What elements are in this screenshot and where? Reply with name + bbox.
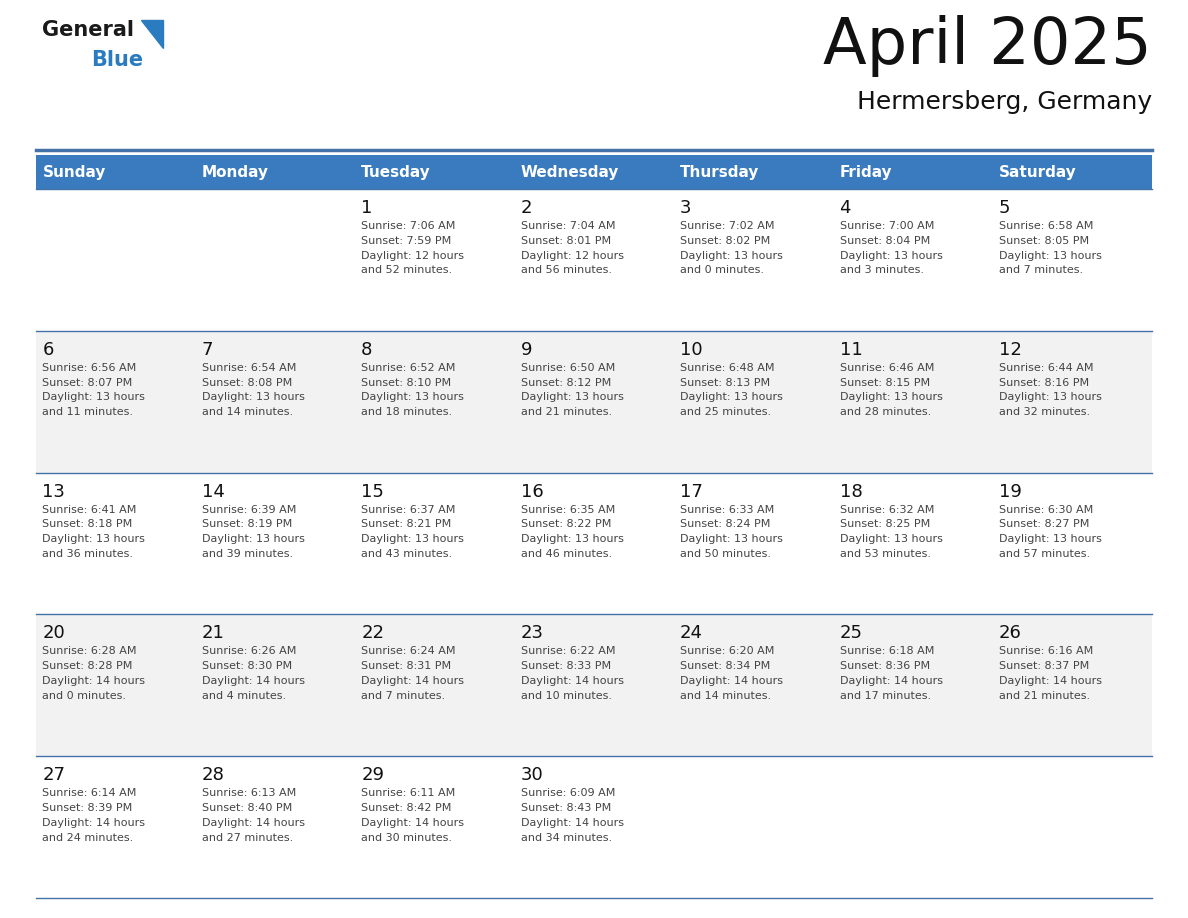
Text: Sunrise: 6:20 AM
Sunset: 8:34 PM
Daylight: 14 hours
and 14 minutes.: Sunrise: 6:20 AM Sunset: 8:34 PM Dayligh… bbox=[680, 646, 783, 700]
Text: April 2025: April 2025 bbox=[823, 15, 1152, 77]
Text: 4: 4 bbox=[840, 199, 851, 217]
Text: Sunrise: 6:52 AM
Sunset: 8:10 PM
Daylight: 13 hours
and 18 minutes.: Sunrise: 6:52 AM Sunset: 8:10 PM Dayligh… bbox=[361, 363, 465, 417]
Text: Sunrise: 6:33 AM
Sunset: 8:24 PM
Daylight: 13 hours
and 50 minutes.: Sunrise: 6:33 AM Sunset: 8:24 PM Dayligh… bbox=[680, 505, 783, 559]
Text: 19: 19 bbox=[999, 483, 1022, 500]
Text: Sunrise: 6:09 AM
Sunset: 8:43 PM
Daylight: 14 hours
and 34 minutes.: Sunrise: 6:09 AM Sunset: 8:43 PM Dayligh… bbox=[520, 789, 624, 843]
Text: Sunrise: 7:04 AM
Sunset: 8:01 PM
Daylight: 12 hours
and 56 minutes.: Sunrise: 7:04 AM Sunset: 8:01 PM Dayligh… bbox=[520, 221, 624, 275]
Text: 12: 12 bbox=[999, 341, 1022, 359]
Polygon shape bbox=[141, 20, 163, 48]
Text: Sunrise: 6:44 AM
Sunset: 8:16 PM
Daylight: 13 hours
and 32 minutes.: Sunrise: 6:44 AM Sunset: 8:16 PM Dayligh… bbox=[999, 363, 1101, 417]
Text: Monday: Monday bbox=[202, 164, 268, 180]
Text: Sunrise: 7:06 AM
Sunset: 7:59 PM
Daylight: 12 hours
and 52 minutes.: Sunrise: 7:06 AM Sunset: 7:59 PM Dayligh… bbox=[361, 221, 465, 275]
Text: Hermersberg, Germany: Hermersberg, Germany bbox=[857, 90, 1152, 114]
Text: 11: 11 bbox=[840, 341, 862, 359]
Text: Sunrise: 6:14 AM
Sunset: 8:39 PM
Daylight: 14 hours
and 24 minutes.: Sunrise: 6:14 AM Sunset: 8:39 PM Dayligh… bbox=[43, 789, 145, 843]
Text: 5: 5 bbox=[999, 199, 1011, 217]
Text: Sunrise: 6:39 AM
Sunset: 8:19 PM
Daylight: 13 hours
and 39 minutes.: Sunrise: 6:39 AM Sunset: 8:19 PM Dayligh… bbox=[202, 505, 304, 559]
Text: Sunrise: 6:41 AM
Sunset: 8:18 PM
Daylight: 13 hours
and 36 minutes.: Sunrise: 6:41 AM Sunset: 8:18 PM Dayligh… bbox=[43, 505, 145, 559]
Text: General: General bbox=[42, 20, 134, 40]
Text: Sunrise: 6:24 AM
Sunset: 8:31 PM
Daylight: 14 hours
and 7 minutes.: Sunrise: 6:24 AM Sunset: 8:31 PM Dayligh… bbox=[361, 646, 465, 700]
Bar bbox=[36, 756, 1152, 898]
Text: 18: 18 bbox=[840, 483, 862, 500]
Text: Sunrise: 6:48 AM
Sunset: 8:13 PM
Daylight: 13 hours
and 25 minutes.: Sunrise: 6:48 AM Sunset: 8:13 PM Dayligh… bbox=[680, 363, 783, 417]
Bar bbox=[36, 155, 1152, 189]
Text: 28: 28 bbox=[202, 767, 225, 784]
Text: Friday: Friday bbox=[840, 164, 892, 180]
Text: Sunrise: 6:54 AM
Sunset: 8:08 PM
Daylight: 13 hours
and 14 minutes.: Sunrise: 6:54 AM Sunset: 8:08 PM Dayligh… bbox=[202, 363, 304, 417]
Text: 17: 17 bbox=[680, 483, 703, 500]
Text: 27: 27 bbox=[43, 767, 65, 784]
Text: Sunrise: 7:00 AM
Sunset: 8:04 PM
Daylight: 13 hours
and 3 minutes.: Sunrise: 7:00 AM Sunset: 8:04 PM Dayligh… bbox=[840, 221, 942, 275]
Text: Saturday: Saturday bbox=[999, 164, 1076, 180]
Text: Sunrise: 6:58 AM
Sunset: 8:05 PM
Daylight: 13 hours
and 7 minutes.: Sunrise: 6:58 AM Sunset: 8:05 PM Dayligh… bbox=[999, 221, 1101, 275]
Text: 9: 9 bbox=[520, 341, 532, 359]
Text: Sunday: Sunday bbox=[43, 164, 106, 180]
Text: 2: 2 bbox=[520, 199, 532, 217]
Text: Sunrise: 6:18 AM
Sunset: 8:36 PM
Daylight: 14 hours
and 17 minutes.: Sunrise: 6:18 AM Sunset: 8:36 PM Dayligh… bbox=[840, 646, 942, 700]
Text: Thursday: Thursday bbox=[680, 164, 759, 180]
Text: Sunrise: 6:22 AM
Sunset: 8:33 PM
Daylight: 14 hours
and 10 minutes.: Sunrise: 6:22 AM Sunset: 8:33 PM Dayligh… bbox=[520, 646, 624, 700]
Text: 13: 13 bbox=[43, 483, 65, 500]
Text: Sunrise: 6:56 AM
Sunset: 8:07 PM
Daylight: 13 hours
and 11 minutes.: Sunrise: 6:56 AM Sunset: 8:07 PM Dayligh… bbox=[43, 363, 145, 417]
Text: 15: 15 bbox=[361, 483, 384, 500]
Bar bbox=[36, 330, 1152, 473]
Text: 1: 1 bbox=[361, 199, 373, 217]
Text: 14: 14 bbox=[202, 483, 225, 500]
Text: Sunrise: 6:16 AM
Sunset: 8:37 PM
Daylight: 14 hours
and 21 minutes.: Sunrise: 6:16 AM Sunset: 8:37 PM Dayligh… bbox=[999, 646, 1102, 700]
Text: 29: 29 bbox=[361, 767, 384, 784]
Bar bbox=[36, 473, 1152, 614]
Text: 3: 3 bbox=[680, 199, 691, 217]
Text: 25: 25 bbox=[840, 624, 862, 643]
Bar bbox=[36, 614, 1152, 756]
Text: Sunrise: 6:35 AM
Sunset: 8:22 PM
Daylight: 13 hours
and 46 minutes.: Sunrise: 6:35 AM Sunset: 8:22 PM Dayligh… bbox=[520, 505, 624, 559]
Text: Sunrise: 6:26 AM
Sunset: 8:30 PM
Daylight: 14 hours
and 4 minutes.: Sunrise: 6:26 AM Sunset: 8:30 PM Dayligh… bbox=[202, 646, 305, 700]
Text: Sunrise: 6:37 AM
Sunset: 8:21 PM
Daylight: 13 hours
and 43 minutes.: Sunrise: 6:37 AM Sunset: 8:21 PM Dayligh… bbox=[361, 505, 465, 559]
Text: Sunrise: 6:32 AM
Sunset: 8:25 PM
Daylight: 13 hours
and 53 minutes.: Sunrise: 6:32 AM Sunset: 8:25 PM Dayligh… bbox=[840, 505, 942, 559]
Text: 6: 6 bbox=[43, 341, 53, 359]
Text: 22: 22 bbox=[361, 624, 384, 643]
Text: 10: 10 bbox=[680, 341, 703, 359]
Text: 24: 24 bbox=[680, 624, 703, 643]
Text: 8: 8 bbox=[361, 341, 373, 359]
Text: Sunrise: 6:50 AM
Sunset: 8:12 PM
Daylight: 13 hours
and 21 minutes.: Sunrise: 6:50 AM Sunset: 8:12 PM Dayligh… bbox=[520, 363, 624, 417]
Text: Tuesday: Tuesday bbox=[361, 164, 431, 180]
Text: 16: 16 bbox=[520, 483, 543, 500]
Text: Sunrise: 6:11 AM
Sunset: 8:42 PM
Daylight: 14 hours
and 30 minutes.: Sunrise: 6:11 AM Sunset: 8:42 PM Dayligh… bbox=[361, 789, 465, 843]
Text: 26: 26 bbox=[999, 624, 1022, 643]
Text: Sunrise: 6:30 AM
Sunset: 8:27 PM
Daylight: 13 hours
and 57 minutes.: Sunrise: 6:30 AM Sunset: 8:27 PM Dayligh… bbox=[999, 505, 1101, 559]
Bar bbox=[36, 189, 1152, 330]
Text: 20: 20 bbox=[43, 624, 65, 643]
Text: 23: 23 bbox=[520, 624, 544, 643]
Text: 7: 7 bbox=[202, 341, 214, 359]
Text: Sunrise: 6:13 AM
Sunset: 8:40 PM
Daylight: 14 hours
and 27 minutes.: Sunrise: 6:13 AM Sunset: 8:40 PM Dayligh… bbox=[202, 789, 305, 843]
Text: Wednesday: Wednesday bbox=[520, 164, 619, 180]
Text: 30: 30 bbox=[520, 767, 543, 784]
Text: Sunrise: 7:02 AM
Sunset: 8:02 PM
Daylight: 13 hours
and 0 minutes.: Sunrise: 7:02 AM Sunset: 8:02 PM Dayligh… bbox=[680, 221, 783, 275]
Text: Sunrise: 6:28 AM
Sunset: 8:28 PM
Daylight: 14 hours
and 0 minutes.: Sunrise: 6:28 AM Sunset: 8:28 PM Dayligh… bbox=[43, 646, 145, 700]
Text: Blue: Blue bbox=[91, 50, 143, 70]
Text: 21: 21 bbox=[202, 624, 225, 643]
Text: Sunrise: 6:46 AM
Sunset: 8:15 PM
Daylight: 13 hours
and 28 minutes.: Sunrise: 6:46 AM Sunset: 8:15 PM Dayligh… bbox=[840, 363, 942, 417]
